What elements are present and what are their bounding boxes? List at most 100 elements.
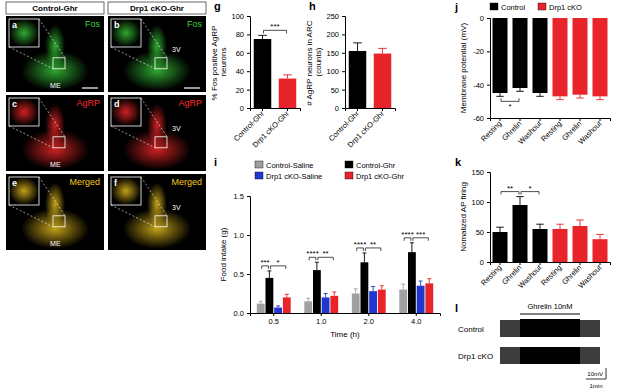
- column-header-box: [6, 2, 104, 14]
- bar: [593, 18, 608, 96]
- stain-label: AgRP: [76, 98, 100, 108]
- y-tick: 250: [326, 12, 345, 21]
- y-tick: 0.5: [234, 270, 250, 279]
- y-axis-title-line: Food intake (g): [219, 227, 228, 281]
- image-background: [6, 95, 104, 171]
- error-bar: [516, 88, 524, 91]
- error-bar: [410, 243, 414, 252]
- y-tick: 0: [480, 258, 490, 267]
- inset: [111, 19, 141, 47]
- micrograph: dAgRP3V: [108, 95, 206, 171]
- stain-signal: [45, 103, 65, 147]
- significance-label: ***: [260, 258, 269, 267]
- y-tick-mark: [342, 71, 345, 72]
- x-axis: RestingGhrelinWashoutRestingGhrelinWasho…: [479, 262, 610, 290]
- bar: [352, 294, 360, 314]
- bar: [304, 301, 312, 313]
- y-tick-label: 0.5: [234, 270, 244, 279]
- y-tick: 1.0: [234, 231, 250, 240]
- scale-bar: [82, 87, 98, 88]
- y-axis-line: [247, 197, 251, 314]
- x-tick: Washout: [516, 262, 544, 290]
- stimulus-label: Ghrelin 10nM: [527, 302, 572, 311]
- error-bar: [378, 48, 387, 53]
- x-tick: 0.5: [269, 313, 279, 326]
- x-tick: 2.0: [364, 313, 374, 326]
- marks: [493, 18, 608, 100]
- trace: [500, 320, 600, 337]
- y-tick-mark: [342, 108, 345, 109]
- x-tick-mark: [520, 262, 521, 265]
- bar: [330, 296, 338, 313]
- y-tick-label: 100: [326, 67, 339, 76]
- bar: [493, 232, 508, 262]
- y-tick-label: -40: [473, 81, 484, 90]
- y-tick-mark: [247, 90, 250, 91]
- y-tick-mark: [342, 90, 345, 91]
- bar: [254, 39, 272, 108]
- panel-letter: f: [114, 178, 118, 188]
- significance-label: ****: [354, 240, 366, 249]
- legend-swatch: [345, 161, 353, 168]
- panel-letter: e: [12, 178, 17, 188]
- error-bar: [259, 301, 263, 303]
- y-axis-line: [487, 173, 491, 263]
- bar: [322, 297, 330, 313]
- x-tick: Resting: [479, 262, 503, 287]
- trace: [500, 347, 600, 364]
- stain-label: Fos: [85, 19, 101, 29]
- micrograph: fMerged3V: [108, 174, 206, 250]
- x-tick-mark: [560, 118, 561, 121]
- y-axis-title-line: (counts): [314, 47, 323, 76]
- y-tick-label: 200: [326, 30, 339, 39]
- bar: [374, 54, 392, 108]
- panel-letter: k: [455, 156, 462, 168]
- y-axis-title-line: Membrane potential (mV): [459, 23, 468, 114]
- x-tick: 1.0: [316, 313, 326, 326]
- error-bar: [419, 281, 423, 286]
- y-tick-mark: [342, 34, 345, 35]
- panel-letter: c: [12, 99, 17, 109]
- marks: [349, 43, 392, 108]
- trace-label: Control: [458, 325, 484, 334]
- bar: [378, 290, 386, 313]
- scale-bar: [586, 368, 606, 379]
- chart-panel: 050100150RestingGhrelinWashoutRestingGhr…: [459, 168, 611, 290]
- x-tick-mark: [580, 262, 581, 265]
- y-tick: 200: [326, 30, 345, 39]
- zoom-guide: [111, 177, 167, 227]
- bar: [265, 278, 273, 313]
- stain-label: Merged: [69, 177, 100, 187]
- y-axis-title: Membrane potential (mV): [459, 23, 468, 114]
- y-tick-label: 60: [236, 49, 244, 58]
- y-tick: 0: [480, 14, 490, 23]
- zoom-guide: [9, 98, 65, 148]
- stain-label: Merged: [171, 177, 202, 187]
- legend-label: Control: [501, 3, 526, 12]
- panel-letter: h: [309, 0, 316, 12]
- chart-panel: -60-40-200RestingGhrelinWashoutRestingGh…: [459, 14, 611, 146]
- y-tick-label: 150: [471, 168, 484, 177]
- x-tick: Resting: [539, 262, 563, 287]
- error-bar: [258, 35, 267, 39]
- y-tick: -40: [473, 81, 490, 90]
- panel-letter: l: [455, 302, 458, 314]
- y-tick-mark: [487, 85, 490, 86]
- bar: [513, 205, 528, 262]
- scale-bar-label: 1min: [589, 383, 602, 389]
- panel-letter: i: [214, 156, 217, 168]
- zoom-guide: [111, 98, 167, 148]
- bar: [399, 290, 407, 313]
- x-tick-label: Resting: [479, 119, 503, 143]
- bar: [513, 18, 528, 88]
- marks: [254, 35, 297, 108]
- inset: [9, 177, 39, 205]
- panel-letter: b: [114, 20, 120, 30]
- significance-label: ****: [306, 249, 318, 258]
- legend-label: Drp1 cKO-Ghr: [356, 172, 404, 181]
- y-tick: 0: [240, 104, 250, 113]
- bar: [533, 229, 548, 262]
- error-bar: [283, 75, 292, 79]
- x-tick-mark: [273, 313, 274, 316]
- y-tick-mark: [247, 313, 250, 314]
